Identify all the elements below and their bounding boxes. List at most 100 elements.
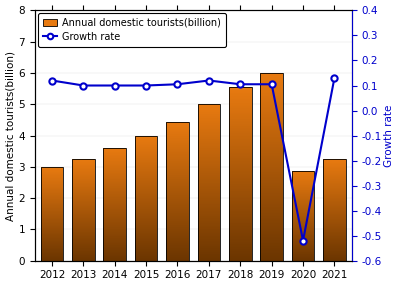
Bar xyxy=(260,103,283,104)
Bar xyxy=(104,236,126,237)
Bar xyxy=(166,213,189,214)
Bar xyxy=(198,205,220,206)
Bar xyxy=(229,161,252,162)
Bar xyxy=(323,222,346,223)
Bar xyxy=(198,242,220,243)
Bar xyxy=(198,200,220,201)
Bar xyxy=(260,133,283,134)
Bar xyxy=(135,215,158,216)
Bar xyxy=(104,224,126,225)
Bar xyxy=(260,195,283,196)
Bar xyxy=(198,180,220,181)
Bar xyxy=(260,252,283,253)
Bar xyxy=(229,135,252,136)
Bar xyxy=(166,169,189,170)
Bar xyxy=(135,233,158,234)
Bar xyxy=(198,247,220,248)
Bar xyxy=(72,222,95,223)
Bar xyxy=(41,216,63,217)
Bar xyxy=(166,177,189,178)
Bar xyxy=(72,185,95,186)
Bar xyxy=(292,182,314,183)
Bar xyxy=(166,179,189,180)
Bar xyxy=(135,148,158,149)
Bar xyxy=(198,129,220,130)
Bar xyxy=(135,239,158,240)
Bar xyxy=(104,205,126,206)
Bar xyxy=(72,176,95,177)
Bar xyxy=(260,95,283,96)
Y-axis label: Annual domestic tourists(billion): Annual domestic tourists(billion) xyxy=(6,51,16,221)
Bar xyxy=(166,247,189,248)
Bar xyxy=(198,188,220,189)
Bar xyxy=(166,211,189,212)
Bar xyxy=(135,163,158,164)
Bar xyxy=(292,188,314,189)
Bar xyxy=(135,138,158,139)
Bar xyxy=(292,196,314,197)
Bar xyxy=(323,184,346,185)
Bar xyxy=(323,177,346,178)
Bar xyxy=(323,188,346,189)
Bar xyxy=(135,159,158,160)
Bar xyxy=(166,219,189,220)
Bar xyxy=(229,166,252,167)
Bar xyxy=(292,232,314,233)
Bar xyxy=(229,239,252,240)
Bar xyxy=(323,252,346,253)
Bar xyxy=(198,122,220,123)
Bar xyxy=(198,229,220,230)
Bar xyxy=(229,182,252,183)
Bar xyxy=(229,159,252,160)
Bar xyxy=(135,214,158,215)
Bar xyxy=(135,136,158,137)
Bar xyxy=(260,260,283,261)
Bar xyxy=(260,110,283,112)
Bar xyxy=(104,187,126,188)
Bar xyxy=(135,202,158,203)
Bar xyxy=(198,181,220,182)
Bar xyxy=(229,165,252,166)
Bar xyxy=(166,214,189,215)
Bar xyxy=(135,170,158,171)
Bar xyxy=(260,223,283,224)
Bar xyxy=(166,137,189,138)
Bar xyxy=(229,250,252,251)
Bar xyxy=(198,131,220,132)
Bar xyxy=(104,202,126,203)
Bar xyxy=(166,242,189,243)
Bar xyxy=(229,175,252,176)
Bar xyxy=(260,139,283,140)
Bar xyxy=(166,149,189,150)
Bar xyxy=(135,184,158,185)
Bar xyxy=(229,245,252,246)
Bar xyxy=(229,259,252,260)
Bar xyxy=(72,169,95,170)
Bar xyxy=(260,79,283,80)
Bar xyxy=(41,184,63,185)
Bar xyxy=(323,210,346,211)
Bar xyxy=(229,91,252,92)
Bar xyxy=(229,210,252,211)
Bar xyxy=(135,144,158,145)
Bar xyxy=(135,226,158,227)
Bar xyxy=(292,171,314,172)
Bar xyxy=(166,188,189,189)
Bar xyxy=(135,205,158,206)
Bar xyxy=(41,243,63,244)
Bar xyxy=(135,234,158,235)
Bar xyxy=(260,233,283,235)
Bar xyxy=(104,173,126,174)
Bar xyxy=(260,238,283,239)
Bar xyxy=(104,214,126,215)
Bar xyxy=(323,230,346,231)
Bar xyxy=(260,189,283,190)
Bar xyxy=(72,259,95,260)
Bar xyxy=(72,233,95,234)
Bar xyxy=(198,107,220,108)
Bar xyxy=(260,204,283,205)
Bar xyxy=(198,244,220,245)
Bar xyxy=(198,159,220,160)
Bar xyxy=(104,158,126,159)
Bar xyxy=(135,190,158,191)
